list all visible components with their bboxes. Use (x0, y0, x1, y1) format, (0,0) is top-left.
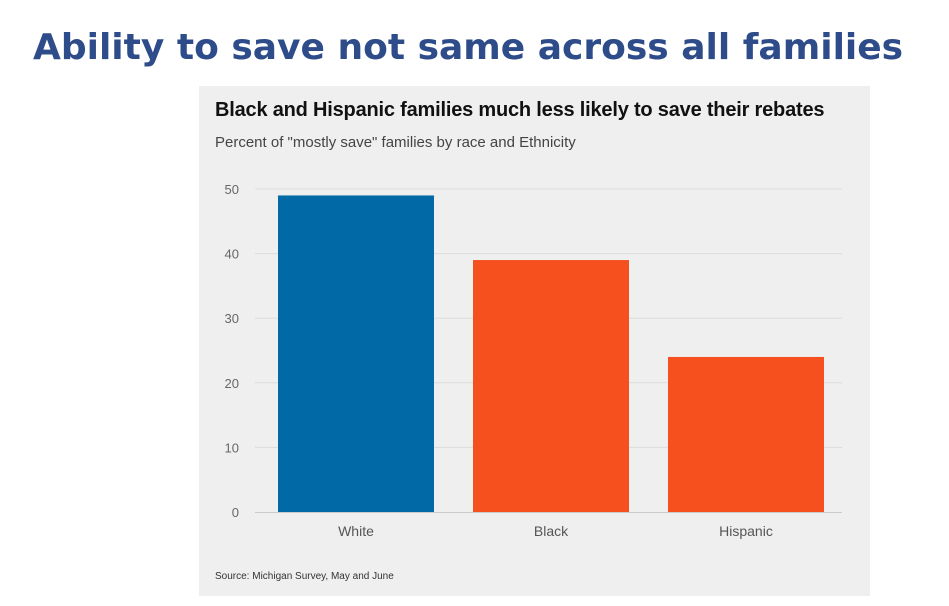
y-tick-label: 40 (225, 247, 239, 262)
x-axis-labels: White Black Hispanic (338, 523, 773, 539)
y-tick-label: 30 (225, 311, 239, 326)
chart-card: Black and Hispanic families much less li… (199, 86, 870, 596)
bar-chart: 0 10 20 30 40 50 White Black Hispanic (225, 182, 842, 539)
y-tick-label: 10 (225, 440, 239, 455)
x-tick-label: White (338, 523, 374, 539)
bar-white (278, 195, 434, 512)
chart-subtitle: Percent of "mostly save" families by rac… (215, 134, 576, 151)
y-tick-label: 0 (232, 505, 239, 520)
x-tick-label: Hispanic (719, 523, 773, 539)
bar-black (473, 260, 629, 512)
chart-source: Source: Michigan Survey, May and June (215, 571, 394, 582)
bars (278, 195, 824, 512)
chart-title: Black and Hispanic families much less li… (215, 99, 825, 121)
slide-title: Ability to save not same across all fami… (33, 27, 904, 68)
bar-hispanic (668, 356, 824, 512)
y-axis-ticks: 0 10 20 30 40 50 (225, 182, 239, 520)
x-tick-label: Black (534, 523, 569, 539)
y-tick-label: 50 (225, 182, 239, 197)
y-tick-label: 20 (225, 376, 239, 391)
